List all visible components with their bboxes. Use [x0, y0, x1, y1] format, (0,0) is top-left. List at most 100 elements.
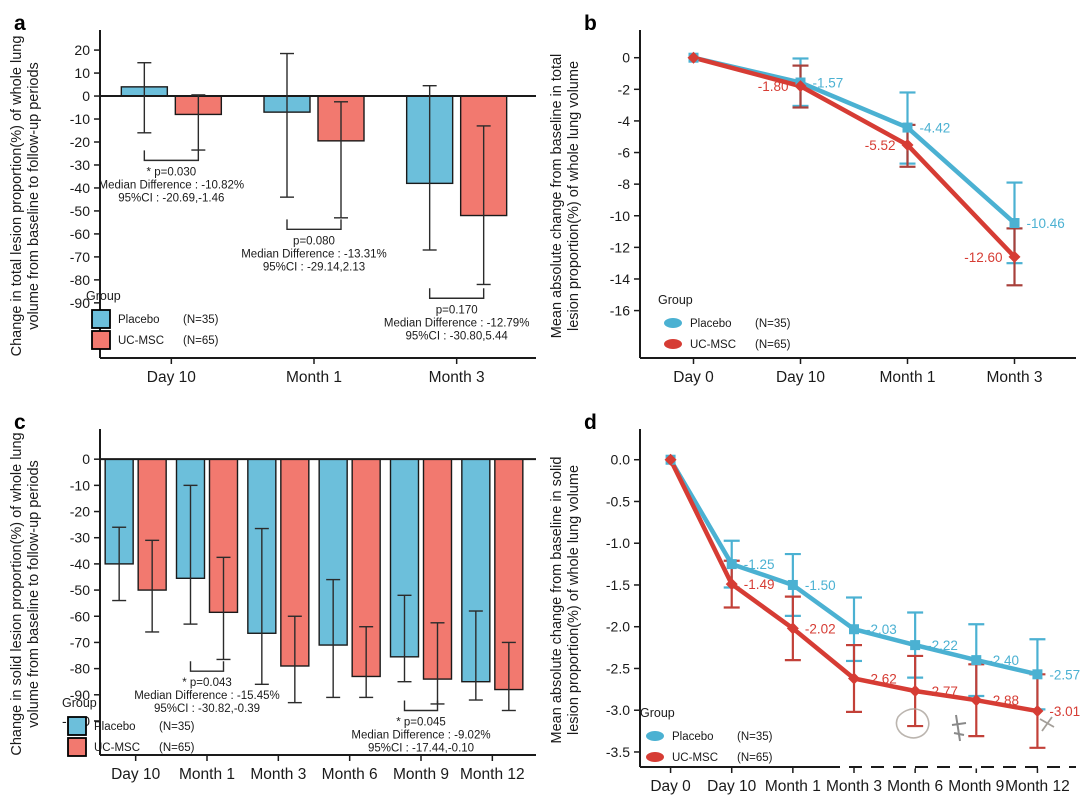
- panel-b: b Mean absolute change from baseline in t…: [540, 0, 1080, 399]
- y-tick-label: -3.5: [606, 744, 630, 760]
- x-category-label: Month 12: [460, 766, 525, 783]
- legend-swatch: [91, 309, 111, 329]
- y-tick-label: -16: [610, 303, 630, 319]
- x-category-label: Month 1: [879, 369, 935, 386]
- point-label: -2.02: [805, 621, 836, 636]
- point-label: -1.25: [744, 557, 775, 572]
- significance-bracket: [403, 700, 439, 712]
- point-label: -1.80: [758, 79, 789, 94]
- y-tick-label: -10: [70, 111, 90, 127]
- y-tick-label: -8: [618, 176, 631, 192]
- point-label: -2.40: [988, 653, 1019, 668]
- legend-marker: [664, 339, 682, 349]
- point-marker-square: [849, 624, 859, 635]
- x-category-label: Month 3: [826, 778, 882, 795]
- point-marker-diamond: [970, 694, 983, 707]
- legend-label: Placebo: [94, 721, 136, 733]
- y-axis-title: Change in total lesion proportion(%) of …: [9, 36, 25, 357]
- y-axis-title: volume from baseline to follow-up period…: [26, 62, 42, 330]
- point-label: -2.88: [988, 693, 1019, 708]
- x-category-label: Month 9: [393, 766, 449, 783]
- legend-marker: [646, 752, 664, 762]
- x-category-label: Month 9: [948, 778, 1004, 795]
- legend-swatch: [91, 330, 111, 350]
- annotation-line: p=0.170: [436, 304, 478, 316]
- point-marker-diamond: [1031, 705, 1044, 718]
- point-marker-square: [971, 655, 982, 666]
- legend-n-label: (N=35): [159, 721, 195, 733]
- point-label: -2.57: [1049, 667, 1080, 682]
- point-label: -1.49: [744, 577, 775, 592]
- annotation-line: Median Difference : -15.45%: [134, 690, 280, 702]
- annotation-line: 95%CI : -30.80,5.44: [406, 330, 509, 342]
- point-marker-diamond: [794, 80, 807, 93]
- x-category-label: Month 1: [765, 778, 821, 795]
- point-label: -5.52: [865, 138, 896, 153]
- y-tick-label: -3.0: [606, 702, 630, 718]
- annotation-line: Median Difference : -9.02%: [351, 729, 490, 741]
- y-tick-label: -80: [70, 272, 90, 288]
- y-tick-label: -20: [70, 504, 90, 520]
- point-marker-diamond: [909, 685, 922, 698]
- legend-label: Placebo: [690, 318, 732, 330]
- y-tick-label: 10: [74, 65, 90, 81]
- legend-label: Placebo: [118, 314, 160, 326]
- point-label: -2.62: [866, 671, 897, 686]
- y-tick-label: -0.5: [606, 493, 630, 509]
- y-axis-title: lesion proportion(%) of whole lung volum…: [566, 465, 582, 735]
- y-axis-title: Change in solid lesion proportion(%) of …: [9, 432, 25, 755]
- point-marker-diamond: [848, 672, 860, 685]
- point-label: -10.46: [1027, 216, 1065, 231]
- y-tick-label: -90: [70, 295, 90, 311]
- point-marker-diamond: [725, 578, 738, 591]
- point-label: -2.03: [866, 622, 897, 637]
- annotation-line: Median Difference : -12.79%: [384, 317, 530, 329]
- y-tick-label: 0.0: [611, 452, 631, 468]
- point-marker-diamond: [901, 138, 914, 151]
- panel-letter: b: [584, 12, 597, 35]
- annotation-line: * p=0.045: [396, 716, 446, 728]
- point-label: -1.50: [805, 578, 836, 593]
- annotation-line: * p=0.030: [147, 166, 197, 178]
- watermark-smudge: [1039, 716, 1055, 732]
- x-category-label: Month 6: [887, 778, 943, 795]
- y-tick-label: -80: [70, 661, 90, 677]
- annotation-line: 95%CI : -17.44,-0.10: [368, 742, 474, 754]
- annotation-line: 95%CI : -29.14,2.13: [263, 261, 365, 273]
- legend-label: UC-MSC: [94, 742, 140, 754]
- x-category-label: Month 12: [1005, 778, 1070, 795]
- point-marker-square: [902, 122, 913, 133]
- point-marker-square: [910, 640, 921, 651]
- point-marker-diamond: [687, 51, 700, 64]
- point-marker-square: [1009, 218, 1020, 229]
- y-tick-label: -70: [70, 634, 90, 650]
- y-tick-label: -90: [70, 687, 90, 703]
- legend-label: UC-MSC: [118, 335, 164, 347]
- legend-n-label: (N=65): [183, 335, 219, 347]
- legend-title: Group: [658, 293, 693, 307]
- legend-title: Group: [640, 706, 675, 720]
- y-tick-label: -40: [70, 180, 90, 196]
- point-marker-square: [787, 579, 798, 590]
- point-label: -1.57: [813, 76, 844, 91]
- legend-n-label: (N=35): [737, 731, 773, 743]
- line-placebo: [692, 55, 1016, 225]
- point-label: -2.22: [927, 638, 958, 653]
- y-tick-label: -1.0: [606, 535, 630, 551]
- x-category-label: Month 3: [429, 369, 485, 386]
- legend-title: Group: [86, 289, 121, 303]
- panel-letter: a: [14, 12, 26, 35]
- point-label: -3.01: [1049, 704, 1080, 719]
- annotation-line: 95%CI : -20.69,-1.46: [118, 192, 224, 204]
- y-tick-label: -2.5: [606, 660, 630, 676]
- y-tick-label: -1.5: [606, 577, 630, 593]
- point-label: -12.60: [964, 250, 1002, 265]
- y-tick-label: -40: [70, 556, 90, 572]
- y-tick-label: 0: [82, 451, 90, 467]
- line-uc-msc: [692, 55, 1017, 259]
- x-category-label: Day 0: [673, 369, 714, 386]
- y-axis-title: volume from baseline to follow-up period…: [26, 460, 42, 728]
- point-marker-diamond: [664, 453, 677, 466]
